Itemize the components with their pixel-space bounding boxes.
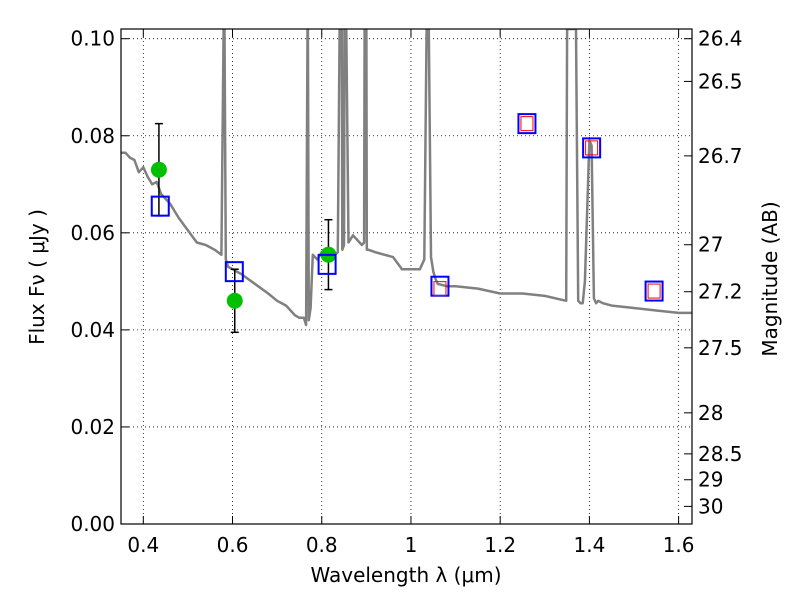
- x-tick-label: 1.4: [573, 533, 605, 557]
- y-tick-label: 0.10: [70, 27, 115, 51]
- tick-layer: [121, 29, 692, 525]
- predicted-flux-square: [585, 140, 599, 156]
- model-flux-square: [150, 195, 170, 217]
- observed-flux-point: [226, 292, 243, 309]
- plot-frame: [120, 28, 693, 525]
- x-tick-label: 1: [405, 533, 418, 557]
- photometry-points: [150, 113, 664, 334]
- x-tick-label: 0.6: [217, 533, 249, 557]
- mag-tick-label: 27.2: [698, 280, 743, 304]
- mag-tick-label: 27.5: [698, 336, 743, 360]
- y-tick-label: 0.00: [70, 512, 115, 536]
- predicted-flux-square: [520, 116, 534, 132]
- predicted-flux-square: [647, 283, 661, 299]
- y-axis-label-right: Magnitude (AB): [758, 201, 782, 356]
- grid-layer: [121, 29, 692, 524]
- model-flux-square: [317, 253, 337, 275]
- model-flux-square: [517, 113, 537, 135]
- predicted-flux-square: [433, 281, 447, 297]
- x-tick-label: 0.4: [127, 533, 159, 557]
- y-tick-label: 0.04: [70, 318, 115, 342]
- mag-tick-label: 28.5: [698, 442, 743, 466]
- y-tick-label: 0.02: [70, 415, 115, 439]
- x-tick-label: 1.6: [663, 533, 695, 557]
- mag-tick-label: 28: [698, 401, 723, 425]
- mag-tick-label: 29: [698, 468, 723, 492]
- mag-tick-label: 26.4: [698, 27, 743, 51]
- model-flux-square: [224, 261, 244, 283]
- mag-tick-label: 26.7: [698, 144, 743, 168]
- model-spectrum: [121, 29, 692, 327]
- tick-labels: 0.4 0.6 0.8 1 1.2 1.4 1.6 0.00 0.02 0.04 0.06 0.08 0…: [70, 27, 742, 557]
- x-tick-label: 0.8: [306, 533, 338, 557]
- x-tick-label: 1.2: [484, 533, 516, 557]
- y-tick-label: 0.08: [70, 124, 115, 148]
- mag-tick-label: 27: [698, 233, 723, 257]
- x-axis-label: Wavelength λ (μm): [310, 563, 501, 587]
- model-flux-square: [644, 280, 664, 302]
- y-tick-label: 0.06: [70, 221, 115, 245]
- spectrum-line: [121, 29, 692, 327]
- y-axis-label-left: Flux Fν ( μJy ): [25, 209, 49, 345]
- mag-tick-label: 30: [698, 494, 723, 518]
- observed-flux-point: [150, 161, 167, 178]
- model-flux-square: [582, 137, 602, 159]
- mag-tick-label: 26.5: [698, 69, 743, 93]
